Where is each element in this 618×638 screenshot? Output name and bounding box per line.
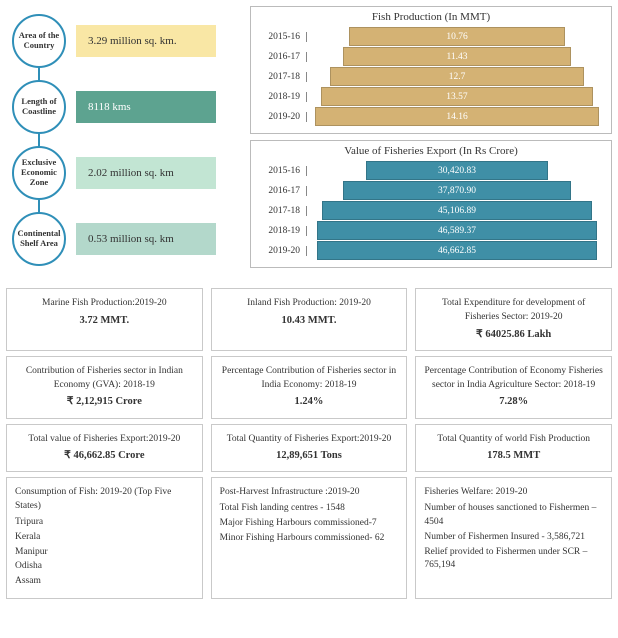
bar-year-label: 2018-19 [255,92,307,102]
list-line: Number of Fishermen Insured - 3,586,721 [424,531,603,545]
list-line: Minor Fishing Harbours commissioned- 62 [220,532,399,546]
stat-value-box: 2.02 million sq. km [76,157,216,189]
stat-circle: Continental Shelf Area [12,212,66,266]
cell-economy-percent: Percentage Contribution of Fisheries sec… [211,356,408,419]
stat-row: Continental Shelf Area 0.53 million sq. k… [6,212,246,266]
bar: 11.43 [343,47,572,66]
bar-year-label: 2015-16 [255,166,307,176]
bar-row: 2015-16 10.76 [255,27,607,46]
bar-row: 2016-17 11.43 [255,47,607,66]
stats-grid: Marine Fish Production:2019-20 3.72 MMT.… [6,288,612,599]
stat-circle: Area of the Country [12,14,66,68]
list-line: Number of houses sanctioned to Fishermen… [424,502,603,530]
bar-row: 2016-17 37,870.90 [255,181,607,200]
bar-row: 2019-20 46,662.85 [255,241,607,260]
cell-world-production: Total Quantity of world Fish Production … [415,424,612,473]
bar-year-label: 2019-20 [255,112,307,122]
cell-marine-production: Marine Fish Production:2019-20 3.72 MMT. [6,288,203,351]
bar: 13.57 [321,87,592,106]
cell-total-expenditure: Total Expenditure for development of Fis… [415,288,612,351]
bar-row: 2018-19 13.57 [255,87,607,106]
stat-row: Length of Coastline 8118 kms [6,80,246,134]
bar-row: 2015-16 30,420.83 [255,161,607,180]
chart-fish-production: Fish Production (In MMT) 2015-1610.76201… [250,6,612,134]
stat-value-box: 8118 kms [76,91,216,123]
bar-year-label: 2017-18 [255,72,307,82]
cell-post-harvest: Post-Harvest Infrastructure :2019-20 Tot… [211,477,408,598]
stat-value-box: 0.53 million sq. km [76,223,216,255]
cell-inland-production: Inland Fish Production: 2019-20 10.43 MM… [211,288,408,351]
bar-row: 2017-18 12.7 [255,67,607,86]
chart-fisheries-export: Value of Fisheries Export (In Rs Crore) … [250,140,612,268]
chart-title: Fish Production (In MMT) [255,11,607,23]
bar-year-label: 2019-20 [255,246,307,256]
list-line: Manipur [15,546,194,560]
list-line: Kerala [15,531,194,545]
bar: 46,589.37 [317,221,597,240]
stat-value-box: 3.29 million sq. km. [76,25,216,57]
stat-row: Exclusive Economic Zone 2.02 million sq. … [6,146,246,200]
cell-agri-percent: Percentage Contribution of Economy Fishe… [415,356,612,419]
bar-year-label: 2015-16 [255,32,307,42]
list-line: Odisha [15,560,194,574]
bar-year-label: 2016-17 [255,52,307,62]
list-line: Relief provided to Fishermen under SCR –… [424,546,603,574]
list-line: Tripura [15,516,194,530]
bar-row: 2019-20 14.16 [255,107,607,126]
stat-circle: Length of Coastline [12,80,66,134]
list-line: Assam [15,575,194,589]
bar: 14.16 [315,107,598,126]
chart-title: Value of Fisheries Export (In Rs Crore) [255,145,607,157]
country-stats: Area of the Country 3.29 million sq. km. L… [6,6,246,278]
bar: 30,420.83 [366,161,549,180]
bar-year-label: 2017-18 [255,206,307,216]
cell-top-states: Consumption of Fish: 2019-20 (Top Five S… [6,477,203,598]
list-line: Major Fishing Harbours commissioned-7 [220,517,399,531]
bar: 46,662.85 [317,241,597,260]
cell-welfare: Fisheries Welfare: 2019-20 Number of hou… [415,477,612,598]
stat-circle: Exclusive Economic Zone [12,146,66,200]
cell-export-value: Total value of Fisheries Export:2019-20 … [6,424,203,473]
bar: 45,106.89 [322,201,593,220]
bar-row: 2017-18 45,106.89 [255,201,607,220]
list-line: Total Fish landing centres - 1548 [220,502,399,516]
bar-year-label: 2016-17 [255,186,307,196]
bar: 12.7 [330,67,584,86]
bar: 10.76 [349,27,564,46]
cell-gva-contribution: Contribution of Fisheries sector in Indi… [6,356,203,419]
bar: 37,870.90 [343,181,570,200]
bar-row: 2018-19 46,589.37 [255,221,607,240]
bar-year-label: 2018-19 [255,226,307,236]
stat-row: Area of the Country 3.29 million sq. km. [6,14,246,68]
cell-export-quantity: Total Quantity of Fisheries Export:2019-… [211,424,408,473]
